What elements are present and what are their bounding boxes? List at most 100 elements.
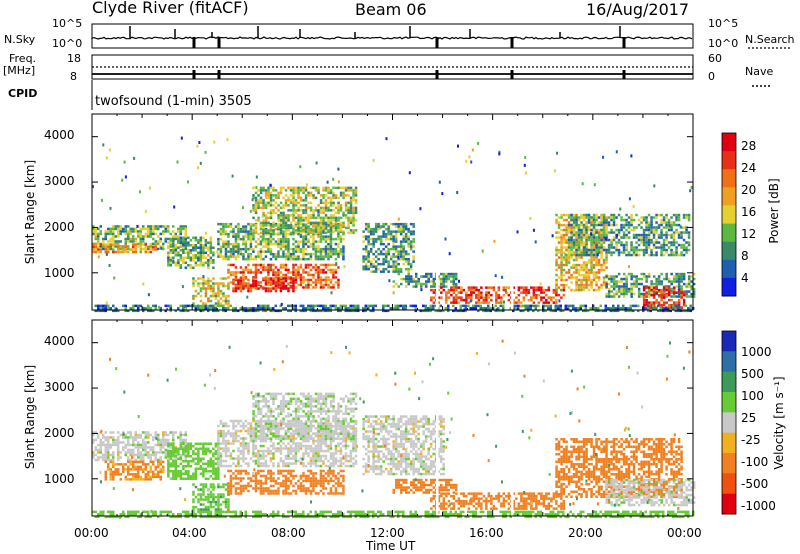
data-cell bbox=[307, 191, 310, 195]
data-cell bbox=[547, 304, 550, 308]
data-cell bbox=[319, 194, 323, 197]
data-cell bbox=[287, 204, 290, 207]
data-cell bbox=[447, 275, 450, 278]
data-cell bbox=[495, 301, 498, 304]
data-cell bbox=[154, 453, 157, 457]
data-cell bbox=[652, 243, 656, 247]
data-cell bbox=[610, 295, 613, 298]
data-cell bbox=[387, 260, 390, 263]
data-cell bbox=[665, 272, 668, 276]
data-cell bbox=[682, 293, 686, 297]
data-cell bbox=[127, 468, 130, 471]
data-cell bbox=[650, 301, 653, 304]
data-cell bbox=[622, 287, 626, 291]
data-cell bbox=[249, 252, 253, 256]
data-cell bbox=[587, 288, 591, 292]
data-cell bbox=[575, 223, 578, 227]
data-cell bbox=[555, 218, 558, 222]
data-cell bbox=[437, 288, 441, 292]
data-cell bbox=[457, 309, 460, 313]
data-cell bbox=[214, 282, 218, 285]
data-cell bbox=[279, 281, 283, 284]
data-cell bbox=[249, 247, 253, 251]
data-cell bbox=[104, 304, 107, 308]
data-cell bbox=[570, 236, 573, 239]
data-cell bbox=[179, 433, 182, 437]
data-cell bbox=[204, 307, 207, 310]
data-cell bbox=[144, 475, 147, 479]
data-cell bbox=[279, 216, 283, 220]
data-cell bbox=[622, 231, 626, 234]
data-cell bbox=[179, 457, 183, 460]
data-cell bbox=[174, 235, 177, 238]
data-cell bbox=[202, 470, 205, 473]
data-cell bbox=[412, 280, 415, 283]
data-cell bbox=[312, 194, 315, 197]
data-cell bbox=[450, 280, 453, 283]
data-cell bbox=[314, 245, 318, 248]
data-cell bbox=[117, 448, 120, 452]
data-cell bbox=[132, 438, 135, 442]
data-cell bbox=[540, 288, 543, 292]
data-cell bbox=[427, 309, 430, 313]
data-cell bbox=[279, 191, 283, 195]
data-cell bbox=[662, 246, 666, 249]
data-cell bbox=[227, 294, 230, 298]
data-cell bbox=[109, 206, 112, 210]
data-cell bbox=[452, 280, 455, 283]
data-cell bbox=[254, 227, 258, 231]
data-cell bbox=[645, 275, 648, 278]
data-cell bbox=[272, 279, 275, 283]
data-cell bbox=[104, 478, 107, 481]
data-cell bbox=[267, 245, 270, 248]
data-cell bbox=[124, 443, 127, 447]
data-cell bbox=[482, 296, 486, 299]
data-cell bbox=[147, 247, 150, 251]
data-cell bbox=[144, 433, 147, 437]
data-cell bbox=[117, 456, 120, 459]
data-cell bbox=[139, 230, 142, 233]
data-cell bbox=[197, 239, 200, 242]
data-cell bbox=[312, 307, 315, 310]
data-cell bbox=[309, 283, 313, 287]
data-cell bbox=[107, 451, 110, 454]
data-cell bbox=[367, 240, 370, 243]
data-cell bbox=[362, 257, 365, 261]
data-cell bbox=[292, 279, 295, 283]
data-cell bbox=[214, 292, 218, 295]
data-cell bbox=[209, 246, 213, 249]
data-cell bbox=[455, 298, 458, 302]
data-cell bbox=[139, 237, 142, 241]
data-cell bbox=[364, 257, 368, 261]
data-cell bbox=[302, 252, 305, 256]
data-cell bbox=[647, 290, 651, 293]
data-cell bbox=[334, 237, 338, 241]
data-cell bbox=[192, 249, 195, 252]
data-cell bbox=[207, 477, 210, 480]
data-cell bbox=[499, 309, 502, 313]
data-cell bbox=[627, 251, 631, 254]
data-cell bbox=[557, 293, 561, 297]
data-cell bbox=[482, 309, 485, 313]
data-cell bbox=[632, 304, 635, 308]
data-cell bbox=[177, 470, 180, 473]
data-cell bbox=[590, 246, 593, 249]
data-cell bbox=[600, 253, 603, 257]
data-cell bbox=[314, 281, 318, 284]
data-cell bbox=[452, 275, 455, 278]
data-cell bbox=[314, 226, 318, 230]
data-cell bbox=[505, 291, 508, 294]
data-cell bbox=[222, 299, 225, 303]
data-cell bbox=[134, 240, 137, 243]
data-cell bbox=[159, 441, 162, 444]
data-cell bbox=[317, 271, 320, 274]
data-cell bbox=[575, 243, 578, 247]
data-cell bbox=[572, 276, 576, 279]
data-cell bbox=[535, 293, 538, 297]
data-cell bbox=[262, 186, 265, 190]
data-cell bbox=[232, 279, 235, 283]
data-cell bbox=[630, 287, 633, 291]
data-cell bbox=[284, 263, 288, 267]
data-cell bbox=[319, 263, 323, 267]
data-cell bbox=[137, 460, 140, 464]
